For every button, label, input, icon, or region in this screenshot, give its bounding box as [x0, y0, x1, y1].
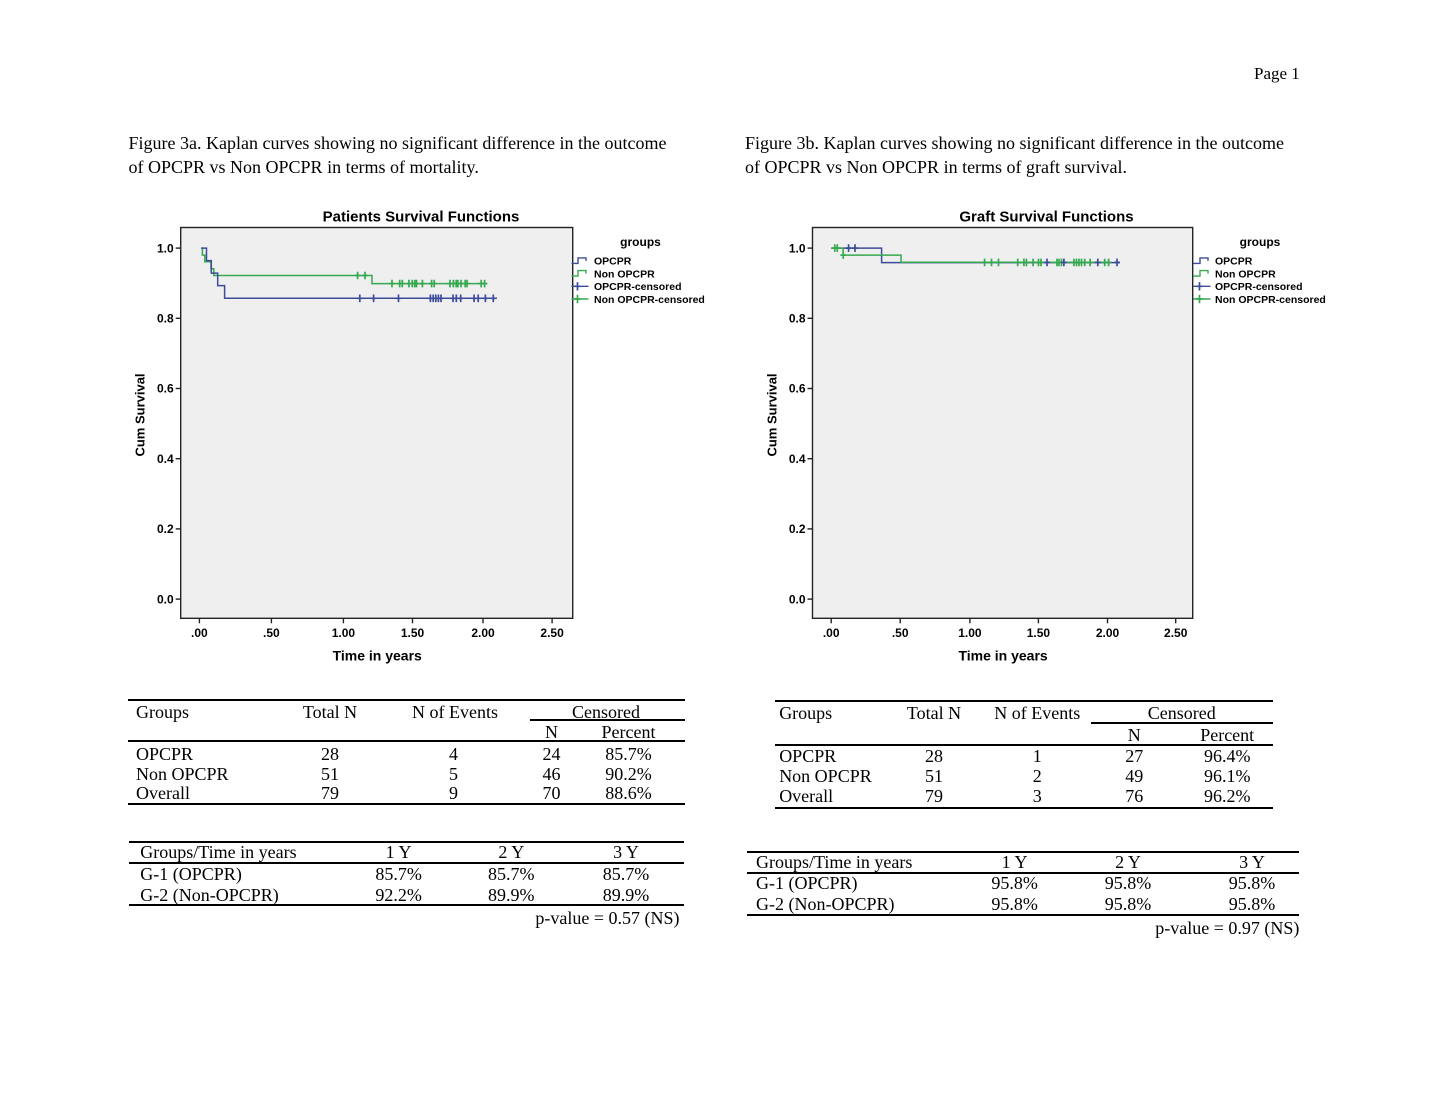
svg-text:Patients Survival Functions: Patients Survival Functions — [323, 209, 520, 226]
svg-text:0.2: 0.2 — [789, 522, 806, 536]
svg-text:1.50: 1.50 — [401, 626, 425, 640]
svg-text:1.0: 1.0 — [157, 241, 174, 255]
svg-text:Graft Survival Functions: Graft Survival Functions — [959, 209, 1133, 226]
svg-text:OPCPR-censored: OPCPR-censored — [594, 281, 682, 293]
svg-text:0.2: 0.2 — [157, 522, 174, 536]
svg-text:0.6: 0.6 — [157, 382, 174, 396]
svg-text:0.8: 0.8 — [157, 312, 174, 326]
svg-text:Non OPCPR-censored: Non OPCPR-censored — [1215, 294, 1326, 306]
svg-text:2.50: 2.50 — [1164, 626, 1188, 640]
svg-text:OPCPR: OPCPR — [594, 256, 632, 268]
svg-text:Time in years: Time in years — [333, 648, 422, 664]
svg-text:0.6: 0.6 — [789, 382, 806, 396]
svg-text:0.4: 0.4 — [789, 452, 806, 466]
svg-text:Cum Survival: Cum Survival — [765, 373, 780, 456]
svg-text:Non OPCPR: Non OPCPR — [1215, 268, 1276, 280]
svg-text:OPCPR-censored: OPCPR-censored — [1215, 281, 1303, 293]
svg-text:2.50: 2.50 — [540, 626, 564, 640]
svg-text:groups: groups — [1240, 235, 1281, 249]
svg-text:2.00: 2.00 — [471, 626, 495, 640]
svg-text:0.8: 0.8 — [789, 312, 806, 326]
svg-text:2.00: 2.00 — [1096, 626, 1120, 640]
svg-text:Time in years: Time in years — [958, 648, 1047, 664]
svg-text:1.50: 1.50 — [1027, 626, 1051, 640]
svg-text:.00: .00 — [191, 626, 208, 640]
svg-text:1.0: 1.0 — [789, 241, 806, 255]
svg-text:0.0: 0.0 — [157, 592, 174, 606]
svg-text:1.00: 1.00 — [958, 626, 982, 640]
svg-text:.00: .00 — [823, 626, 840, 640]
svg-text:.50: .50 — [892, 626, 909, 640]
svg-text:.50: .50 — [263, 626, 280, 640]
svg-text:Cum Survival: Cum Survival — [133, 373, 148, 456]
svg-text:1.00: 1.00 — [332, 626, 356, 640]
svg-text:groups: groups — [620, 235, 661, 249]
svg-text:Non OPCPR-censored: Non OPCPR-censored — [594, 294, 705, 306]
svg-text:0.4: 0.4 — [157, 452, 174, 466]
svg-text:0.0: 0.0 — [789, 592, 806, 606]
svg-text:OPCPR: OPCPR — [1215, 256, 1253, 268]
svg-text:Non OPCPR: Non OPCPR — [594, 268, 655, 280]
